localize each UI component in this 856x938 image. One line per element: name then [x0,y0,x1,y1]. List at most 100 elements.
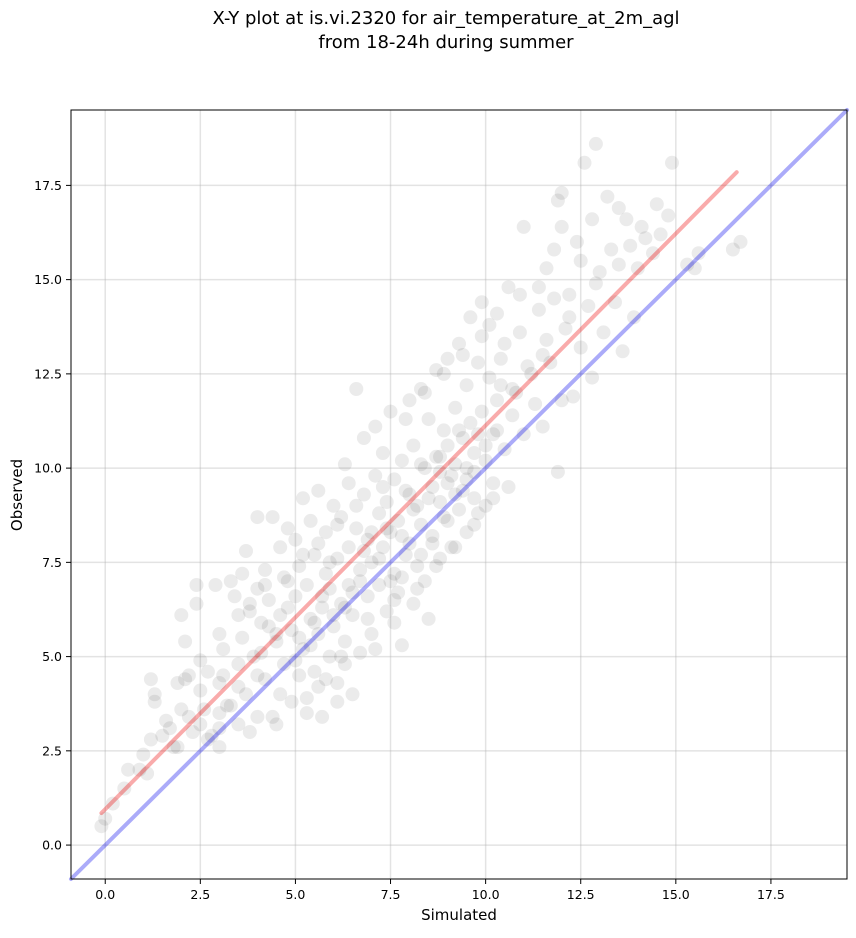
scatter-point [250,709,265,724]
scatter-point [299,706,314,721]
scatter-point [554,185,569,200]
scatter-point [318,525,333,540]
scatter-point [353,574,368,589]
scatter-point [200,664,215,679]
scatter-point [94,819,109,834]
scatter-point [410,498,425,513]
y-axis-label: Observed [8,459,26,531]
x-tick-label: 10.0 [472,887,500,902]
scatter-point [486,491,501,506]
scatter-point [159,713,174,728]
scatter-point [725,242,740,257]
scatter-point [258,672,272,687]
scatter-point [364,525,379,540]
scatter-point [433,495,447,509]
scatter-point [337,600,352,615]
scatter-point [334,510,349,525]
scatter-point [417,461,432,476]
scatter-point [482,317,497,332]
scatter-point [455,483,470,498]
scatter-point [547,291,562,306]
scatter-point [212,627,227,641]
scatter-point [284,623,299,638]
scatter-point [421,611,436,626]
scatter-point [303,638,318,653]
scatter-point [429,559,444,574]
scatter-point [394,638,409,653]
scatter-point [105,796,120,811]
scatter-point [330,694,345,709]
scatter-point [387,615,402,630]
scatter-point [239,544,253,558]
x-axis-ticks: 0.0 2.5 5.0 7.5 10.0 12.5 15.0 17.5 [95,879,785,902]
scatter-point [398,412,413,427]
scatter-point [478,498,493,513]
scatter-point [414,457,428,472]
scatter-point [303,513,318,528]
scatter-point [349,521,364,536]
scatter-point [387,472,402,487]
scatter-point [425,536,440,551]
scatter-point [448,487,463,502]
scatter-points [94,136,748,834]
scatter-point [573,253,588,268]
scatter-point [379,604,394,619]
scatter-point [273,608,288,623]
scatter-point [379,495,394,509]
scatter-point [585,370,600,385]
scatter-point [337,457,352,472]
x-tick-label: 12.5 [567,887,595,902]
scatter-point [394,570,409,585]
scatter-point [132,762,147,777]
scatter-point [440,438,455,453]
scatter-point [414,547,428,562]
scatter-point [311,679,326,694]
scatter-point [604,242,619,257]
scatter-point [356,487,371,502]
y-tick-label: 5.0 [42,649,62,664]
scatter-point [505,408,520,423]
scatter-point [585,212,600,227]
scatter-point [410,559,425,574]
scatter-point [345,608,360,623]
scatter-point [326,619,341,634]
scatter-point [212,706,227,721]
scatter-point [615,344,630,359]
scatter-point [455,431,470,445]
scatter-point [562,287,577,302]
scatter-point [242,725,257,739]
scatter-point [535,419,550,434]
scatter-point [212,721,227,736]
scatter-point [334,649,349,664]
scatter-point [573,340,588,355]
scatter-point [311,483,326,498]
scatter-point [326,608,341,623]
scatter-point [235,566,250,581]
y-tick-label: 12.5 [34,366,62,381]
x-tick-label: 2.5 [190,887,210,902]
scatter-point [577,155,592,170]
scatter-point [318,566,333,581]
scatter-point [425,480,440,494]
scatter-point [444,540,459,555]
scatter-point [471,355,485,370]
scatter-point [387,593,402,607]
chart-subtitle: from 18-24h during summer [318,32,574,53]
scatter-point [360,611,375,626]
scatter-point [303,611,318,626]
scatter-point [258,562,272,577]
scatter-point [505,382,520,396]
scatter-point [592,265,607,280]
scatter-point [349,498,364,513]
scatter-point [471,427,485,442]
scatter-point [478,438,493,453]
scatter-point [174,608,189,623]
scatter-point [440,476,455,491]
scatter-point [474,295,489,310]
scatter-point [497,442,512,457]
scatter-point [394,529,409,543]
scatter-point [550,193,565,208]
scatter-point [383,525,398,540]
scatter-point [254,615,269,630]
scatter-point [410,581,425,596]
